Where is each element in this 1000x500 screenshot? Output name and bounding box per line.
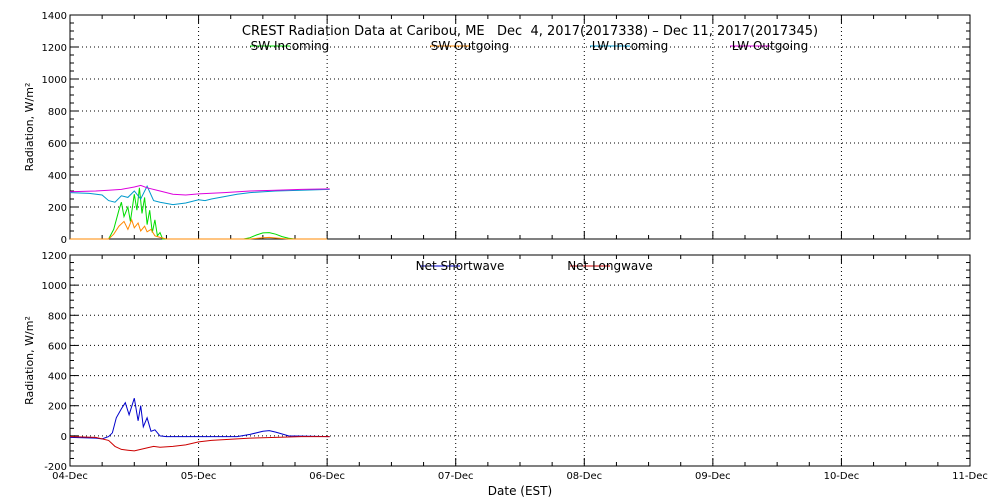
x-tick-label: 06-Dec xyxy=(309,471,345,482)
bottom-legend-label: Net Shortwave xyxy=(416,259,505,273)
top-y-tick-label: 1400 xyxy=(42,11,67,22)
top-legend-label: LW Outgoing xyxy=(732,39,809,53)
top-y-tick-label: 1200 xyxy=(42,43,67,54)
top-legend-label: LW Incoming xyxy=(592,39,669,53)
top-y-axis-label: Radiation, W/m² xyxy=(23,83,36,172)
top-y-tick-label: 600 xyxy=(48,139,67,150)
top-y-tick-label: 1000 xyxy=(42,75,67,86)
bottom-series-net-longwave xyxy=(69,436,330,452)
x-tick-label: 11-Dec xyxy=(952,471,988,482)
top-legend-label: SW Incoming xyxy=(251,39,330,53)
top-series-sw-outgoing xyxy=(70,218,328,240)
top-plot-frame xyxy=(69,14,971,240)
top-series-lw-incoming xyxy=(69,185,330,206)
x-tick-label: 10-Dec xyxy=(824,471,860,482)
top-y-tick-label: 800 xyxy=(48,107,67,118)
x-tick-label: 07-Dec xyxy=(438,471,474,482)
x-tick-label: 04-Dec xyxy=(52,471,88,482)
top-y-tick-label: 400 xyxy=(48,171,67,182)
bottom-y-axis-label: Radiation, W/m² xyxy=(23,316,36,405)
bottom-plot-frame xyxy=(69,254,971,467)
bottom-y-tick-label: 600 xyxy=(48,341,67,352)
bottom-y-tick-label: -200 xyxy=(44,462,67,473)
bottom-y-tick-label: 400 xyxy=(48,372,67,383)
x-axis-label: Date (EST) xyxy=(488,484,552,498)
top-y-tick-label: 0 xyxy=(61,235,67,246)
top-series-lw-outgoing xyxy=(69,184,330,196)
x-tick-label: 08-Dec xyxy=(566,471,602,482)
x-tick-label: 09-Dec xyxy=(695,471,731,482)
bottom-legend-label: Net Longwave xyxy=(567,259,653,273)
chart-title: CREST Radiation Data at Caribou, ME Dec … xyxy=(242,24,818,39)
bottom-y-tick-label: 1000 xyxy=(42,281,67,292)
top-y-tick-label: 200 xyxy=(48,203,67,214)
bottom-y-tick-label: 800 xyxy=(48,311,67,322)
bottom-y-tick-label: 1200 xyxy=(42,251,67,262)
top-series-sw-incoming xyxy=(70,187,328,240)
top-legend-label: SW Outgoing xyxy=(431,39,510,53)
x-tick-label: 05-Dec xyxy=(181,471,217,482)
bottom-y-tick-label: 0 xyxy=(61,432,67,443)
bottom-series-net-shortwave xyxy=(69,398,330,440)
bottom-y-tick-label: 200 xyxy=(48,402,67,413)
